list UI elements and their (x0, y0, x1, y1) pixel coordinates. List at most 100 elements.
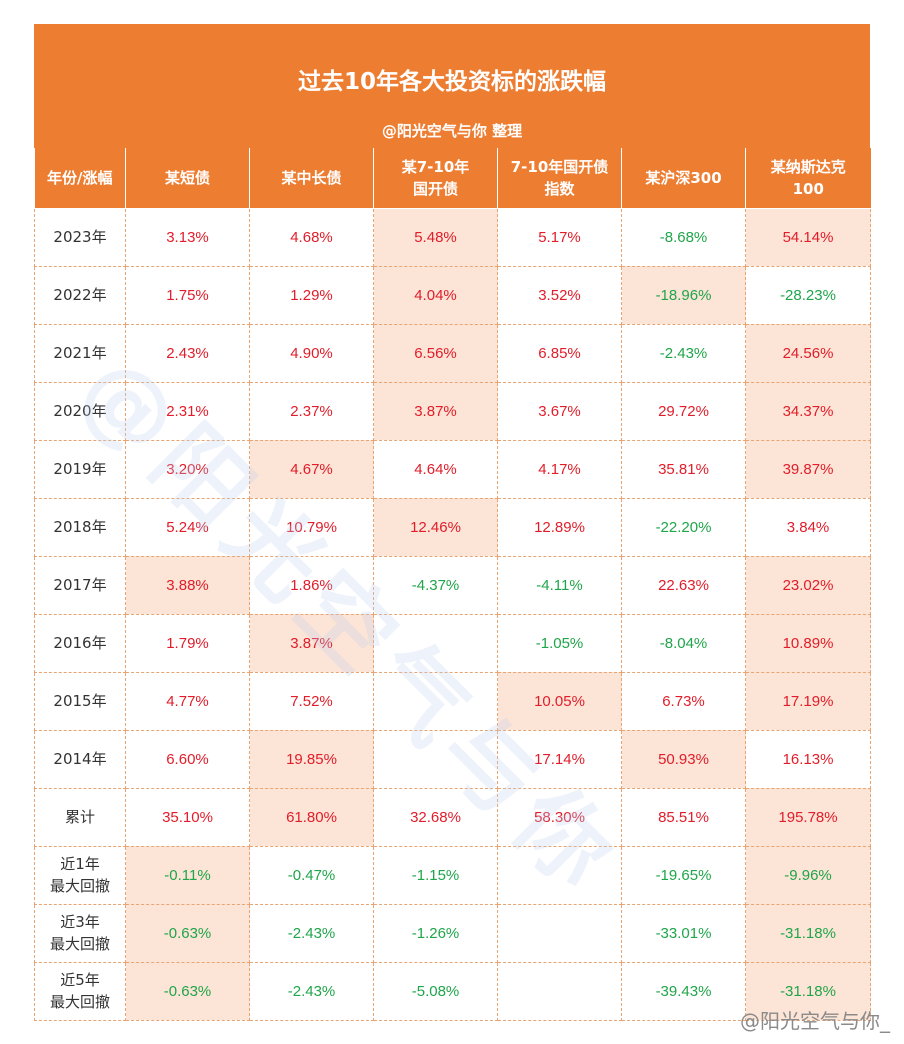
table-cell: 39.87% (745, 439, 871, 499)
table-cell: 22.63% (621, 555, 746, 615)
row-label: 2022年 (34, 265, 126, 325)
column-header: 某沪深300 (621, 148, 746, 209)
table-cell: 23.02% (745, 555, 871, 615)
row-label: 2016年 (34, 613, 126, 673)
table-cell: 3.87% (373, 381, 498, 441)
table-row: 2023年 3.13% 4.68% 5.48% 5.17% -8.68% 54.14% (34, 207, 871, 267)
column-header: 某中长债 (249, 148, 374, 209)
table-cell: 2.43% (125, 323, 250, 383)
row-label: 2017年 (34, 555, 126, 615)
table-cell: -2.43% (249, 903, 374, 963)
table-row: 2018年 5.24% 10.79% 12.46% 12.89% -22.20% 3.84% (34, 497, 871, 557)
table-cell: -31.18% (745, 961, 871, 1021)
table-cell: 2.37% (249, 381, 374, 441)
row-label: 2020年 (34, 381, 126, 441)
table-row: 累计 35.10% 61.80% 32.68% 58.30% 85.51% 195.78% (34, 787, 871, 847)
title-banner: 过去10年各大投资标的涨跌幅 @阳光空气与你 整理 (34, 24, 870, 148)
table-cell: -4.37% (373, 555, 498, 615)
table-cell: -8.04% (621, 613, 746, 673)
table-row: 2022年 1.75% 1.29% 4.04% 3.52% -18.96% -28.23% (34, 265, 871, 325)
table-cell: -2.43% (249, 961, 374, 1021)
table-cell: -2.43% (621, 323, 746, 383)
table-cell: 3.13% (125, 207, 250, 267)
table-row: 近5年 最大回撤 -0.63% -2.43% -5.08% -39.43% -31.18% (34, 961, 871, 1021)
table-cell: 6.60% (125, 729, 250, 789)
table-cell: 61.80% (249, 787, 374, 847)
table-cell: -33.01% (621, 903, 746, 963)
row-label: 近1年 最大回撤 (34, 845, 126, 905)
table-cell (497, 961, 622, 1021)
table-cell: 6.73% (621, 671, 746, 731)
column-header: 7-10年国开债 指数 (497, 148, 622, 209)
table-row: 2021年 2.43% 4.90% 6.56% 6.85% -2.43% 24.56% (34, 323, 871, 383)
table-cell: 1.29% (249, 265, 374, 325)
table-cell: 3.20% (125, 439, 250, 499)
table-cell: 4.67% (249, 439, 374, 499)
table-cell: 3.84% (745, 497, 871, 557)
table-cell: 17.14% (497, 729, 622, 789)
table-cell (497, 845, 622, 905)
table-row: 2016年 1.79% 3.87% -1.05% -8.04% 10.89% (34, 613, 871, 673)
table-cell: 34.37% (745, 381, 871, 441)
table-cell: 6.56% (373, 323, 498, 383)
column-header: 某短债 (125, 148, 250, 209)
table-cell: 6.85% (497, 323, 622, 383)
table-cell: -22.20% (621, 497, 746, 557)
table-cell: -31.18% (745, 903, 871, 963)
table-cell: 7.52% (249, 671, 374, 731)
table-cell: 35.10% (125, 787, 250, 847)
table-cell: -0.47% (249, 845, 374, 905)
returns-table: 年份/涨幅 某短债 某中长债 某7-10年 国开债 7-10年国开债 指数 某沪深300 某纳斯… (34, 148, 871, 1021)
row-label: 2023年 (34, 207, 126, 267)
table-cell: 4.04% (373, 265, 498, 325)
source-credit: @阳光空气与你_ (740, 1009, 890, 1033)
row-label: 近5年 最大回撤 (34, 961, 126, 1021)
table-cell: -1.05% (497, 613, 622, 673)
table-cell: 5.17% (497, 207, 622, 267)
table-cell (497, 903, 622, 963)
row-label: 2015年 (34, 671, 126, 731)
table-cell: 17.19% (745, 671, 871, 731)
table-cell: -0.11% (125, 845, 250, 905)
row-label: 近3年 最大回撤 (34, 903, 126, 963)
table-cell: 1.79% (125, 613, 250, 673)
table-cell: 3.52% (497, 265, 622, 325)
table-cell: 12.89% (497, 497, 622, 557)
row-label: 2018年 (34, 497, 126, 557)
table-cell: -5.08% (373, 961, 498, 1021)
table-cell: 32.68% (373, 787, 498, 847)
table-cell: 4.68% (249, 207, 374, 267)
table-cell: 3.87% (249, 613, 374, 673)
table-cell: -1.15% (373, 845, 498, 905)
table-cell: 24.56% (745, 323, 871, 383)
column-header: 某7-10年 国开债 (373, 148, 498, 209)
table-cell: -1.26% (373, 903, 498, 963)
table-cell: 10.89% (745, 613, 871, 673)
table-cell: -28.23% (745, 265, 871, 325)
column-header: 年份/涨幅 (34, 148, 126, 209)
table-cell: 2.31% (125, 381, 250, 441)
table-cell (373, 729, 498, 789)
table-cell (373, 671, 498, 731)
table-body: 2023年 3.13% 4.68% 5.48% 5.17% -8.68% 54.14% 202… (34, 207, 871, 1021)
table-row: 近1年 最大回撤 -0.11% -0.47% -1.15% -19.65% -9.96% (34, 845, 871, 905)
table-cell: 10.05% (497, 671, 622, 731)
page-subtitle: @阳光空气与你 整理 (381, 122, 523, 140)
row-label: 2021年 (34, 323, 126, 383)
table-cell: 54.14% (745, 207, 871, 267)
table-cell: 16.13% (745, 729, 871, 789)
table-cell: 19.85% (249, 729, 374, 789)
table-row: 2020年 2.31% 2.37% 3.87% 3.67% 29.72% 34.37% (34, 381, 871, 441)
table-cell: 3.88% (125, 555, 250, 615)
table-cell: 4.17% (497, 439, 622, 499)
table-cell: 10.79% (249, 497, 374, 557)
table-cell: 4.90% (249, 323, 374, 383)
table-cell: -18.96% (621, 265, 746, 325)
table-cell: 195.78% (745, 787, 871, 847)
table-cell: 5.48% (373, 207, 498, 267)
table-cell: 35.81% (621, 439, 746, 499)
table-row: 2019年 3.20% 4.67% 4.64% 4.17% 35.81% 39.87% (34, 439, 871, 499)
table-row: 2014年 6.60% 19.85% 17.14% 50.93% 16.13% (34, 729, 871, 789)
row-label: 2019年 (34, 439, 126, 499)
table-cell: 50.93% (621, 729, 746, 789)
